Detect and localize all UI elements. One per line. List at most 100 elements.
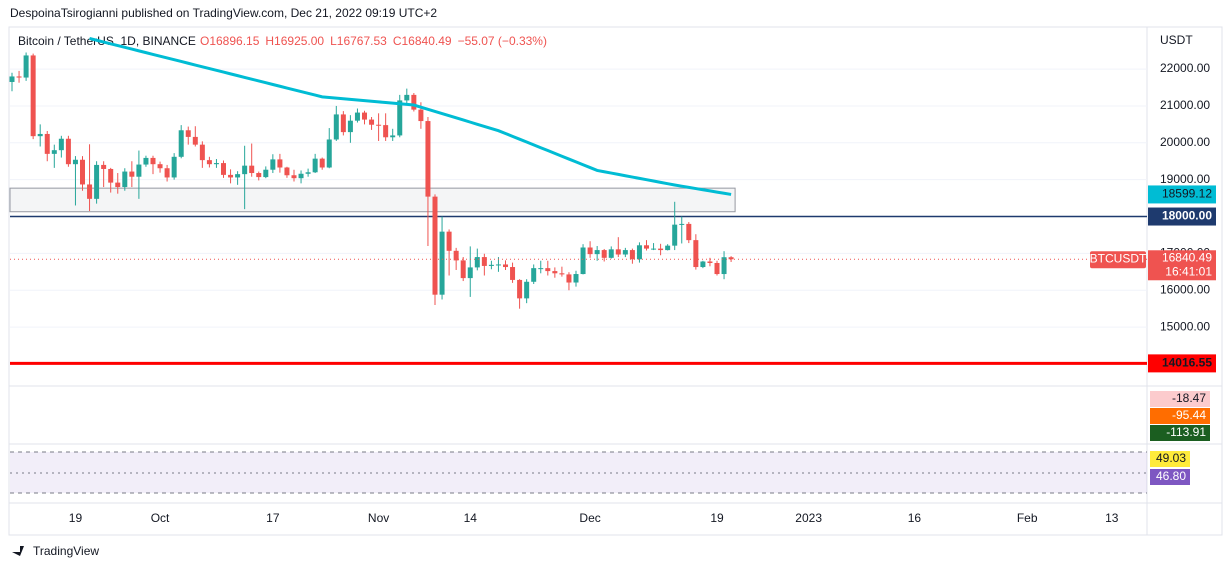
- rsi-band: [10, 452, 1147, 493]
- candle-body: [228, 174, 234, 178]
- candle-body: [608, 249, 614, 258]
- candle-body: [397, 100, 403, 136]
- candle-body: [58, 138, 64, 151]
- candle-body: [94, 164, 100, 199]
- candle-body: [390, 135, 396, 138]
- candle-body: [192, 136, 198, 145]
- countdown: 16:41:01: [1165, 264, 1212, 278]
- x-tick-label: 2023: [795, 511, 822, 525]
- macd-tag: [1150, 425, 1210, 441]
- candle-body: [404, 94, 410, 101]
- ticker-tag: [1090, 251, 1146, 269]
- candle-body: [362, 112, 367, 120]
- candle-body: [714, 262, 720, 275]
- legend-item: C16840.49: [393, 34, 452, 48]
- candle-body: [552, 271, 558, 274]
- frame: [8, 26, 1223, 536]
- candle-body: [249, 165, 255, 174]
- candle-body: [51, 150, 57, 154]
- rsi-value: 49.03: [1156, 451, 1186, 465]
- candle-body: [291, 175, 297, 179]
- candle-body: [65, 138, 71, 165]
- candle-body: [580, 247, 586, 275]
- ticker: BTCUSDT: [1090, 251, 1147, 265]
- candle-body: [665, 245, 671, 251]
- x-tick-label: Dec: [579, 511, 600, 525]
- level-label: 14016.55: [1162, 356, 1212, 370]
- candle-body: [495, 264, 501, 266]
- candle-body: [298, 173, 304, 179]
- y-tick-label: 19000.00: [1160, 172, 1210, 186]
- rsi-tag: [1150, 469, 1190, 485]
- candle-body: [601, 250, 607, 258]
- candle-body: [213, 163, 219, 165]
- candle-body: [629, 250, 635, 260]
- candle-body: [481, 257, 487, 266]
- candle-body: [277, 159, 283, 168]
- candle-body: [686, 223, 692, 241]
- macd-value: -113.91: [1166, 425, 1206, 439]
- candle-body: [658, 248, 664, 251]
- candle-body: [594, 250, 600, 255]
- candle-body: [693, 240, 699, 268]
- candle-body: [108, 168, 114, 183]
- x-tick-label: 13: [1105, 511, 1119, 525]
- price-tag-label: 16840.49: [1162, 250, 1212, 264]
- candle-body: [347, 120, 353, 133]
- candle-body: [460, 260, 466, 279]
- candle-body: [242, 165, 248, 175]
- candle-body: [636, 245, 642, 260]
- currency: USDT: [1160, 33, 1193, 47]
- y-tick-label: 16000.00: [1160, 282, 1210, 296]
- candle-body: [566, 274, 572, 283]
- candle-body: [284, 167, 290, 176]
- candle-body: [369, 119, 375, 125]
- zone: [9, 187, 736, 213]
- candle-body: [199, 144, 205, 161]
- candle-body: [326, 139, 332, 168]
- candle-body: [305, 172, 311, 174]
- candle-body: [425, 121, 431, 197]
- candle-body: [312, 158, 318, 173]
- x-tick-label: 17: [266, 511, 280, 525]
- candle-body: [23, 55, 29, 78]
- candle-body: [72, 159, 78, 165]
- x-tick-label: 16: [908, 511, 922, 525]
- symbol: Bitcoin / TetherUS, 1D, BINANCE: [18, 34, 196, 48]
- candle-body: [136, 164, 142, 177]
- candle-body: [44, 133, 50, 154]
- candle-body: [644, 245, 649, 249]
- candle-body: [672, 224, 678, 246]
- candle-body: [157, 164, 163, 169]
- legend-item: L16767.53: [330, 34, 387, 48]
- x-tick-label: 14: [464, 511, 478, 525]
- candle-body: [573, 274, 579, 283]
- x-tick-label: Oct: [151, 511, 170, 525]
- candle-body: [721, 257, 727, 275]
- candle-body: [517, 279, 523, 299]
- candle-body: [171, 156, 177, 178]
- candle-body: [115, 182, 121, 188]
- candle-body: [129, 171, 135, 177]
- candle-body: [122, 171, 128, 188]
- candle-body: [700, 261, 706, 268]
- candle-body: [263, 169, 269, 178]
- candle-body: [439, 231, 445, 295]
- x-tick-label: Nov: [368, 511, 389, 525]
- candle-body: [376, 124, 382, 126]
- candle-body: [37, 133, 43, 137]
- candle-body: [545, 268, 551, 272]
- candle-body: [510, 267, 516, 280]
- candle-body: [453, 250, 459, 261]
- candle-body: [178, 130, 184, 157]
- candle-body: [503, 264, 508, 268]
- candle-body: [411, 94, 417, 110]
- candle-body: [538, 268, 544, 270]
- candle-body: [622, 250, 628, 255]
- y-tick-label: 20000.00: [1160, 135, 1210, 149]
- macd-tag: [1150, 391, 1210, 407]
- candle-body: [256, 173, 262, 178]
- ma-tag-label: 18599.12: [1162, 187, 1212, 201]
- candle-body: [587, 247, 593, 255]
